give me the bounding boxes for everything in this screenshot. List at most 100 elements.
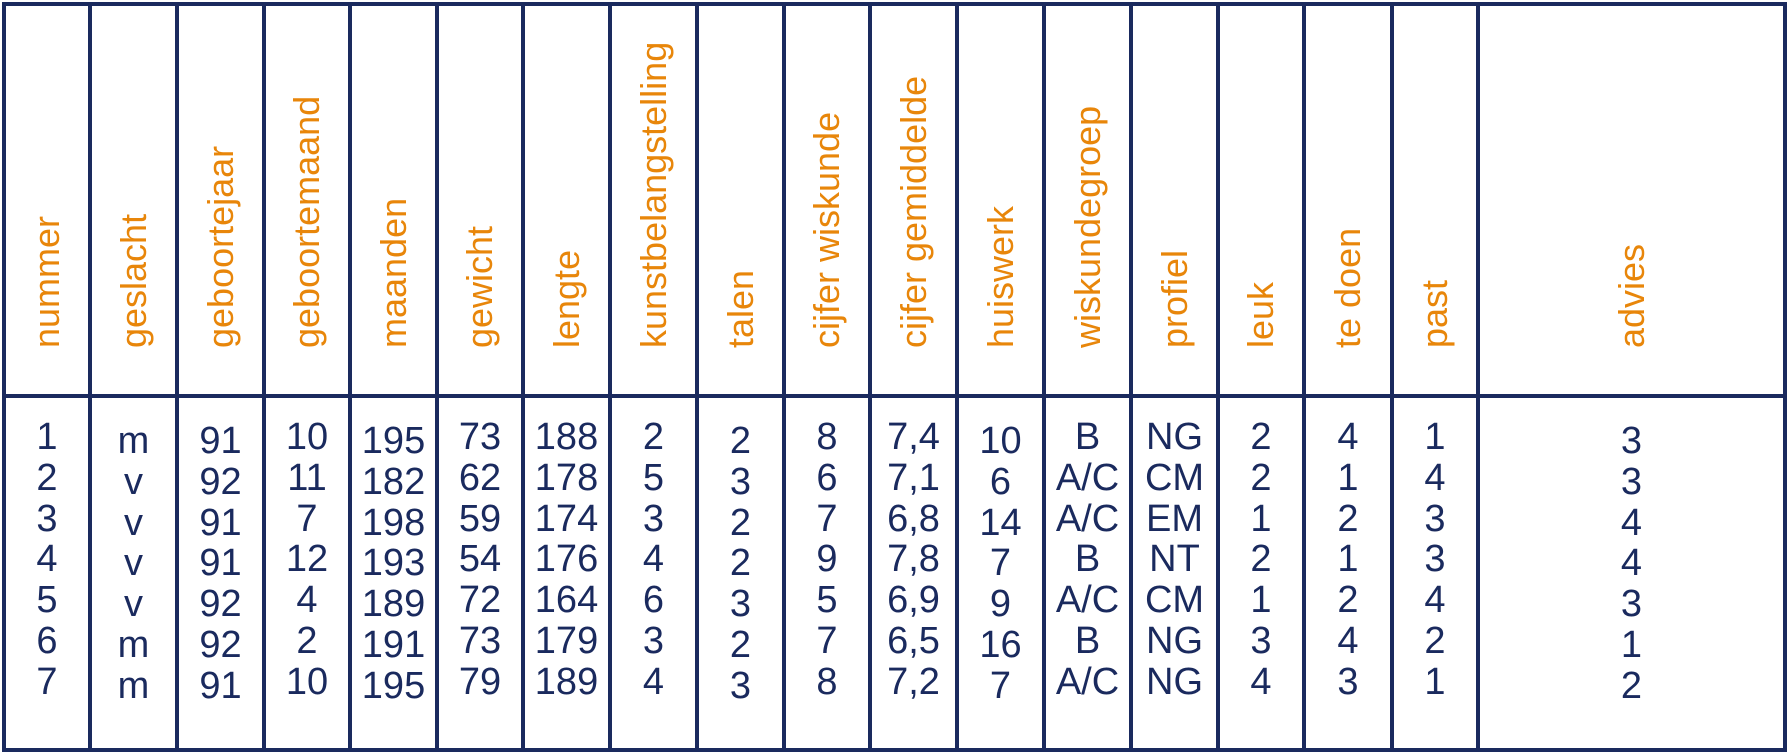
column-header-label: cijfer wiskunde bbox=[806, 111, 847, 348]
table-cell: B bbox=[1074, 538, 1101, 580]
column-header: geboortemaand bbox=[266, 6, 348, 398]
column-values: 73 62 59 54 72 73 79 bbox=[439, 398, 521, 748]
column-header-label: talen bbox=[719, 269, 761, 348]
table-cell: 5 bbox=[816, 579, 838, 621]
table-cell: 198 bbox=[361, 502, 426, 544]
table-cell: 16 bbox=[979, 624, 1022, 666]
column-header-label: nummer bbox=[26, 215, 67, 348]
column-header-label: te doen bbox=[1327, 227, 1368, 348]
table-cell: 3 bbox=[36, 498, 58, 540]
table-cell: 189 bbox=[534, 661, 599, 703]
table-cell: 2 bbox=[296, 620, 318, 662]
table-cell: 2 bbox=[729, 502, 752, 544]
table-cell: 12 bbox=[285, 538, 329, 580]
table-cell: 8 bbox=[816, 661, 838, 703]
column-geslacht: geslacht m v v v v m m bbox=[92, 6, 179, 748]
table-cell: 7 bbox=[989, 542, 1012, 584]
table-cell: 10 bbox=[979, 420, 1022, 462]
table-cell: 195 bbox=[361, 665, 426, 707]
table-cell: 2 bbox=[729, 420, 752, 462]
column-values: 10 6 14 7 9 16 7 bbox=[959, 398, 1042, 748]
table-cell: 4 bbox=[1620, 542, 1643, 584]
table-cell: 6,8 bbox=[887, 498, 940, 540]
column-header: kunstbelangstelling bbox=[612, 6, 695, 398]
table-cell: 3 bbox=[1250, 620, 1272, 662]
column-talen: talen 2 3 2 2 3 2 3 bbox=[699, 6, 786, 748]
table-cell: 14 bbox=[979, 502, 1022, 544]
column-gewicht: gewicht 73 62 59 54 72 73 79 bbox=[439, 6, 525, 748]
table-cell: m bbox=[117, 624, 150, 666]
table-cell: 182 bbox=[361, 461, 426, 503]
column-header-label: geboortemaand bbox=[286, 95, 327, 348]
table-cell: 6 bbox=[642, 579, 665, 621]
table-cell: v bbox=[124, 583, 143, 625]
table-cell: 62 bbox=[458, 457, 502, 499]
column-header-label: cijfer gemiddelde bbox=[892, 75, 934, 348]
table-cell: 5 bbox=[36, 579, 58, 621]
column-leuk: leuk 2 2 1 2 1 3 4 bbox=[1220, 6, 1306, 748]
table-cell: 189 bbox=[361, 583, 426, 625]
column-values: B A/C A/C B A/C B A/C bbox=[1046, 398, 1129, 748]
column-header: past bbox=[1394, 6, 1476, 398]
table-cell: 178 bbox=[534, 457, 599, 499]
column-header: profiel bbox=[1133, 6, 1216, 398]
column-huiswerk: huiswerk 10 6 14 7 9 16 7 bbox=[959, 6, 1046, 748]
table-cell: 1 bbox=[1620, 624, 1643, 666]
table-cell: 2 bbox=[1250, 457, 1272, 499]
table-cell: 73 bbox=[458, 620, 502, 662]
table-cell: 7,4 bbox=[887, 416, 940, 458]
column-header: nummer bbox=[6, 6, 88, 398]
column-header-label: geboortejaar bbox=[199, 145, 241, 348]
table-cell: 91 bbox=[199, 502, 242, 544]
table-cell: NG bbox=[1146, 416, 1203, 458]
table-cell: 2 bbox=[1620, 665, 1643, 707]
table-cell: m bbox=[117, 420, 150, 462]
column-header-label: advies bbox=[1610, 243, 1652, 348]
table-cell: 7,1 bbox=[887, 457, 940, 499]
table-cell: 193 bbox=[361, 542, 426, 584]
column-header-label: geslacht bbox=[112, 213, 154, 348]
table-cell: 92 bbox=[199, 461, 242, 503]
table-cell: 3 bbox=[729, 665, 752, 707]
table-cell: 73 bbox=[458, 416, 502, 458]
table-cell: 9 bbox=[816, 538, 838, 580]
column-advies: advies 3 3 4 4 3 1 2 bbox=[1480, 6, 1783, 748]
table-cell: 6 bbox=[989, 461, 1012, 503]
column-te-doen: te doen 4 1 2 1 2 4 3 bbox=[1306, 6, 1394, 748]
column-header: geboortejaar bbox=[179, 6, 262, 398]
column-geboortemaand: geboortemaand 10 11 7 12 4 2 10 bbox=[266, 6, 352, 748]
column-header: talen bbox=[699, 6, 782, 398]
table-cell: 4 bbox=[1424, 579, 1446, 621]
column-header-label: past bbox=[1414, 279, 1455, 348]
table-cell: 9 bbox=[989, 583, 1012, 625]
table-cell: 3 bbox=[1620, 583, 1643, 625]
column-past: past 1 4 3 3 4 2 1 bbox=[1394, 6, 1480, 748]
table-cell: 79 bbox=[458, 661, 502, 703]
column-cijfer-gemiddelde: cijfer gemiddelde 7,4 7,1 6,8 7,8 6,9 6,5 7,2 bbox=[872, 6, 959, 748]
table-cell: 1 bbox=[1337, 457, 1359, 499]
table-cell: 191 bbox=[361, 624, 426, 666]
table-cell: 6,5 bbox=[887, 620, 940, 662]
column-header: leuk bbox=[1220, 6, 1302, 398]
table-cell: A/C bbox=[1055, 498, 1120, 540]
table-cell: 4 bbox=[642, 538, 665, 580]
table-cell: 1 bbox=[36, 416, 58, 458]
table-cell: 3 bbox=[1620, 420, 1643, 462]
column-header-label: wiskundegroep bbox=[1066, 105, 1108, 348]
table-cell: 6 bbox=[36, 620, 58, 662]
column-header-label: maanden bbox=[372, 197, 414, 348]
table-cell: 11 bbox=[287, 457, 327, 499]
column-values: 91 92 91 91 92 92 91 bbox=[179, 398, 262, 748]
column-header: wiskundegroep bbox=[1046, 6, 1129, 398]
table-cell: CM bbox=[1144, 579, 1205, 621]
table-cell: 2 bbox=[36, 457, 58, 499]
table-cell: 4 bbox=[1620, 502, 1643, 544]
table-cell: 4 bbox=[1337, 620, 1359, 662]
column-header-label: huiswerk bbox=[979, 205, 1021, 348]
table-cell: 92 bbox=[199, 583, 242, 625]
column-values: NG CM EM NT CM NG NG bbox=[1133, 398, 1216, 748]
